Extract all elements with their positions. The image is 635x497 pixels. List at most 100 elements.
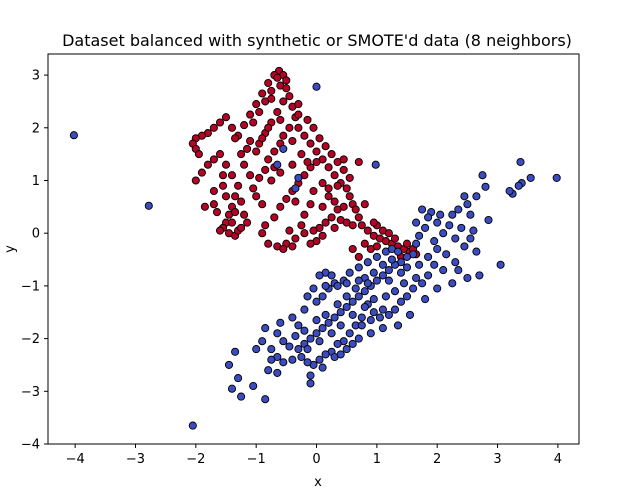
data-point-1-98 [451, 258, 460, 267]
data-point-0-159 [339, 155, 348, 164]
data-point-0-92 [348, 221, 357, 230]
data-point-1-16 [448, 210, 457, 219]
data-point-1-149 [336, 321, 345, 330]
data-point-0-88 [324, 192, 333, 201]
data-point-1-165 [279, 337, 288, 346]
data-point-1-102 [421, 295, 430, 304]
data-point-0-52 [221, 192, 231, 201]
data-point-1-62 [345, 329, 354, 338]
data-point-0-104 [285, 123, 294, 132]
data-point-1-132 [378, 260, 387, 269]
y-tick-label: −2 [21, 332, 40, 347]
data-point-1-26 [415, 231, 424, 240]
data-point-0-103 [294, 100, 303, 109]
data-point-1-93 [451, 234, 460, 243]
data-point-0-109 [261, 165, 270, 174]
data-point-0-24 [221, 113, 231, 122]
data-point-1-175 [273, 160, 282, 169]
x-tick-label: −1 [247, 452, 266, 467]
data-point-1-139 [442, 250, 451, 259]
data-point-1-122 [285, 342, 294, 351]
data-point-1-58 [369, 308, 378, 317]
data-point-1-174 [279, 144, 288, 153]
data-point-0-93 [354, 213, 363, 222]
data-point-1-24 [418, 205, 427, 214]
data-point-0-101 [309, 123, 318, 132]
data-point-1-52 [409, 284, 418, 293]
data-point-0-3 [258, 89, 267, 98]
data-point-1-45 [306, 334, 315, 343]
data-point-0-119 [237, 223, 246, 232]
data-point-0-126 [318, 179, 327, 188]
data-point-0-114 [249, 184, 258, 193]
data-point-1-82 [312, 297, 321, 306]
data-point-0-32 [194, 150, 203, 159]
data-point-0-19 [273, 107, 282, 117]
data-point-1-13 [463, 200, 472, 209]
data-point-1-157 [321, 281, 330, 290]
data-point-0-165 [294, 110, 303, 119]
data-point-1-0 [69, 131, 78, 140]
data-point-1-119 [249, 381, 258, 391]
data-point-1-142 [412, 273, 421, 283]
data-point-0-40 [234, 181, 243, 190]
data-point-1-47 [294, 345, 303, 354]
data-point-1-29 [402, 252, 412, 261]
data-point-1-70 [297, 352, 306, 362]
data-point-1-5 [552, 173, 561, 182]
plot-frame [47, 53, 580, 445]
data-point-0-183 [288, 136, 297, 146]
data-point-1-121 [264, 366, 273, 375]
data-point-0-100 [315, 134, 324, 143]
data-point-1-88 [354, 263, 363, 272]
data-point-1-145 [381, 292, 390, 301]
data-point-1-64 [333, 339, 342, 348]
data-point-0-35 [215, 150, 225, 159]
data-point-0-123 [288, 160, 297, 169]
data-point-1-126 [321, 310, 330, 319]
data-point-0-15 [285, 92, 294, 101]
data-point-1-55 [390, 305, 400, 314]
data-point-0-178 [309, 186, 318, 196]
data-point-0-157 [348, 244, 357, 254]
data-point-0-57 [300, 131, 309, 140]
data-point-1-19 [457, 223, 466, 232]
data-point-1-113 [273, 368, 282, 377]
data-point-0-79 [261, 221, 270, 230]
data-point-1-123 [291, 331, 300, 341]
data-point-0-122 [276, 168, 285, 177]
data-point-0-12 [255, 107, 264, 117]
data-point-1-141 [463, 273, 472, 283]
data-point-0-95 [345, 173, 354, 182]
data-point-0-110 [255, 173, 264, 182]
data-point-1-101 [433, 284, 442, 293]
data-point-0-151 [402, 239, 412, 248]
data-point-0-167 [258, 134, 267, 143]
data-point-1-74 [267, 345, 276, 354]
data-point-0-98 [327, 150, 336, 159]
data-point-1-1 [144, 201, 153, 210]
data-point-1-22 [433, 218, 442, 227]
data-point-1-38 [348, 297, 357, 306]
x-tick-label: 4 [554, 452, 562, 467]
data-point-0-72 [309, 226, 318, 235]
data-point-1-51 [418, 279, 427, 288]
data-point-1-95 [472, 247, 481, 256]
y-tick-label: 1 [32, 174, 40, 189]
data-point-1-44 [312, 329, 321, 338]
data-point-0-5 [246, 110, 255, 119]
data-point-1-49 [430, 260, 439, 269]
data-point-0-118 [243, 218, 252, 227]
data-point-0-65 [345, 192, 354, 201]
data-point-0-137 [363, 226, 372, 235]
data-point-0-6 [240, 121, 249, 130]
data-point-1-140 [454, 266, 463, 275]
data-point-0-55 [191, 176, 200, 185]
data-point-0-69 [327, 213, 336, 222]
data-point-1-143 [399, 279, 409, 288]
data-point-0-2 [264, 78, 273, 88]
data-point-0-80 [270, 213, 279, 222]
data-point-1-90 [372, 252, 381, 261]
data-point-0-108 [264, 155, 273, 164]
